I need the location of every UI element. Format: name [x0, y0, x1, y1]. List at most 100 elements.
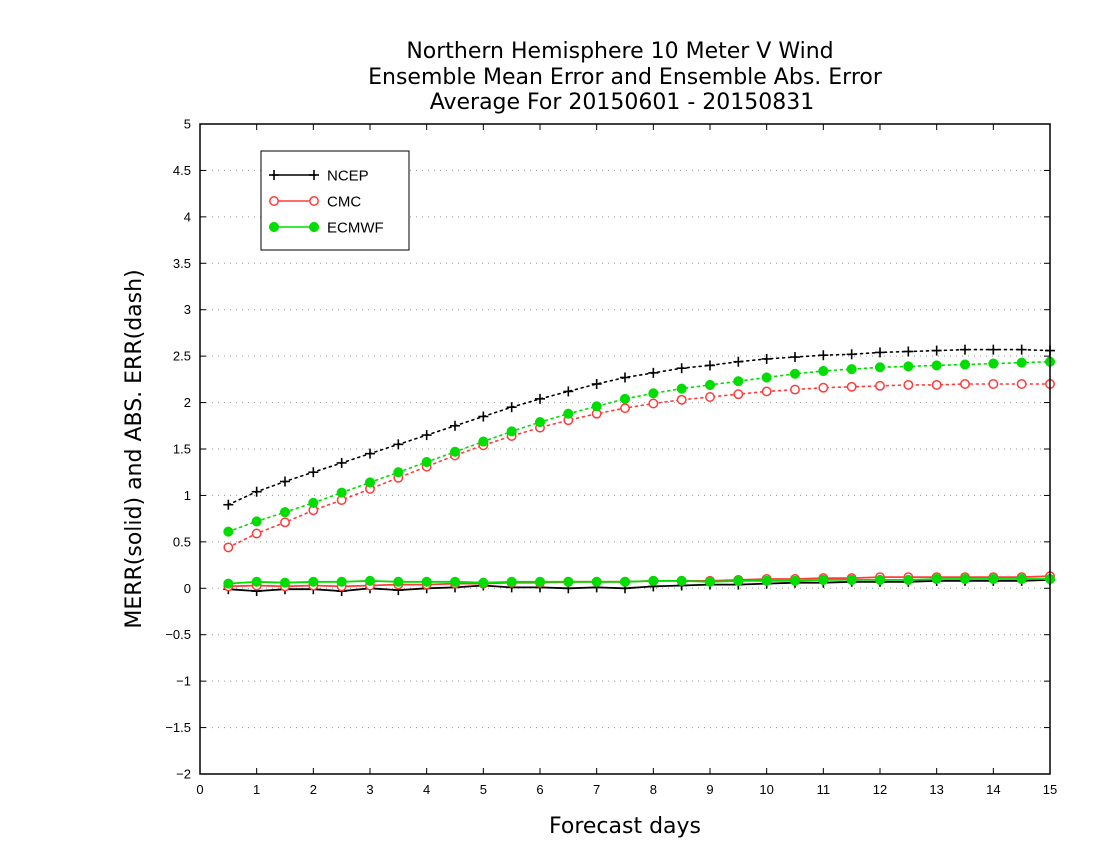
point-ecmwf-abs-err-26: [959, 359, 971, 370]
point-ecmwf-mean-err-13: [591, 576, 602, 587]
point-ncep-abs-err-13: [591, 379, 602, 389]
point-ncep-abs-err-27: [988, 344, 999, 355]
point-ecmwf-mean-err-5: [364, 575, 376, 586]
x-tick-label-9: 9: [706, 782, 713, 797]
point-ecmwf-mean-err-24: [903, 574, 914, 585]
point-ecmwf-mean-err-3: [308, 576, 319, 587]
point-ecmwf-abs-err-20: [789, 368, 801, 379]
point-ecmwf-abs-err-19: [761, 372, 772, 383]
point-ecmwf-abs-err-4: [336, 487, 347, 498]
point-ecmwf-mean-err-10: [506, 576, 517, 587]
point-ecmwf-mean-err-19: [761, 575, 772, 586]
x-tick-label-11: 11: [817, 782, 831, 797]
point-ecmwf-mean-err-16: [676, 575, 687, 586]
point-cmc-abs-err-14: [620, 403, 630, 414]
point-ecmwf-mean-err-26: [959, 573, 971, 585]
point-ecmwf-mean-err-28: [1016, 573, 1027, 585]
point-ncep-abs-err-16: [676, 363, 687, 374]
point-ncep-abs-err-5: [365, 448, 375, 459]
point-ecmwf-abs-err-3: [308, 497, 319, 508]
legend-marker-end-cmc: [309, 196, 319, 206]
point-cmc-abs-err-22: [846, 381, 857, 392]
point-ncep-abs-err-19: [761, 353, 772, 364]
series-line-cmc-abs-err: [227, 383, 1051, 549]
point-ncep-abs-err-14: [620, 372, 630, 383]
y-tick-label-5: 0.5: [173, 534, 191, 549]
x-tick-label-15: 15: [1043, 782, 1057, 797]
point-ecmwf-abs-err-11: [534, 417, 546, 428]
point-ecmwf-mean-err-22: [846, 574, 857, 585]
point-cmc-abs-err-20: [790, 384, 800, 395]
point-ecmwf-abs-err-21: [818, 365, 829, 377]
point-ncep-abs-err-23: [875, 347, 885, 358]
y-tick-label-7: 1.5: [173, 442, 191, 457]
series: [223, 344, 1056, 597]
point-ncep-abs-err-8: [450, 420, 460, 431]
point-ecmwf-abs-err-7: [421, 456, 432, 468]
x-tick-label-10: 10: [759, 782, 773, 797]
chart-title: Northern Hemisphere 10 Meter V Wind Ense…: [368, 39, 883, 115]
y-tick-label-13: 4.5: [173, 163, 191, 178]
point-ncep-abs-err-28: [1016, 344, 1027, 355]
x-axis-ticks: 0 1 2 3 4 5 6 7 8 9 10 11 12 13 14 15: [196, 124, 1057, 797]
point-ncep-abs-err-20: [790, 352, 800, 363]
point-ncep-abs-err-3: [308, 467, 319, 478]
point-ncep-abs-err-22: [846, 349, 857, 360]
point-ecmwf-mean-err-17: [704, 576, 716, 587]
point-ncep-abs-err-25: [931, 345, 942, 356]
point-ecmwf-abs-err-5: [364, 477, 376, 488]
point-ncep-abs-err-6: [393, 439, 404, 450]
title-line-3: Average For 20150601 - 20150831: [430, 90, 815, 115]
x-tick-label-14: 14: [986, 782, 1000, 797]
y-axis-label: MERR(solid) and ABS. ERR(dash): [122, 269, 147, 628]
legend-marker-start-ncep: [269, 170, 279, 180]
y-tick-label-10: 3: [184, 302, 191, 317]
point-ecmwf-mean-err-27: [988, 573, 999, 585]
legend-label-cmc: CMC: [327, 194, 361, 211]
x-tick-label-13: 13: [929, 782, 943, 797]
point-cmc-abs-err-28: [1016, 379, 1027, 389]
series-line-ncep-abs-err: [227, 348, 1051, 506]
point-ncep-abs-err-18: [733, 356, 744, 367]
point-ecmwf-abs-err-0: [223, 526, 234, 537]
point-cmc-abs-err-1: [251, 528, 262, 539]
grid: [200, 169, 1050, 729]
point-ecmwf-abs-err-8: [449, 446, 461, 457]
x-tick-label-3: 3: [366, 782, 373, 797]
point-ecmwf-mean-err-15: [648, 575, 659, 586]
point-ncep-abs-err-17: [705, 360, 715, 371]
point-cmc-abs-err-27: [988, 379, 999, 389]
point-cmc-abs-err-2: [280, 517, 290, 528]
x-tick-label-12: 12: [873, 782, 887, 797]
point-ecmwf-mean-err-2: [279, 577, 291, 588]
y-tick-label-6: 1: [184, 488, 191, 503]
x-tick-label-6: 6: [536, 782, 543, 797]
legend: NCEP CMC ECMWF: [260, 150, 410, 251]
point-ecmwf-mean-err-20: [789, 575, 801, 586]
point-ncep-abs-err-2: [280, 476, 290, 487]
y-tick-label-1: −1.5: [165, 720, 191, 735]
point-ncep-abs-err-21: [818, 350, 829, 361]
point-ecmwf-mean-err-18: [733, 575, 744, 586]
point-ncep-abs-err-7: [421, 430, 432, 441]
point-ecmwf-mean-err-14: [619, 576, 631, 587]
x-tick-label-7: 7: [593, 782, 600, 797]
point-ncep-abs-err-12: [563, 386, 574, 397]
legend-marker-start-ecmwf: [268, 221, 280, 233]
y-tick-label-14: 5: [184, 117, 191, 132]
point-ncep-abs-err-10: [506, 402, 517, 413]
point-cmc-abs-err-18: [733, 389, 744, 400]
point-ecmwf-abs-err-16: [676, 383, 687, 394]
point-cmc-abs-err-23: [875, 380, 885, 391]
title-line-2: Ensemble Mean Error and Ensemble Abs. Er…: [368, 65, 883, 90]
y-tick-label-3: −0.5: [165, 627, 191, 642]
y-tick-label-9: 2.5: [173, 349, 191, 364]
point-cmc-abs-err-15: [648, 398, 659, 409]
point-cmc-abs-err-19: [761, 386, 772, 397]
point-ncep-abs-err-24: [903, 346, 914, 357]
y-tick-label-11: 3.5: [173, 256, 191, 271]
point-ecmwf-abs-err-9: [478, 436, 489, 447]
y-axis-ticks: −2 −1.5 −1 −0.5 0 0.5 1 1.5 2 2.5 3 3.5 4 4.5 5: [165, 117, 1050, 782]
legend-label-ncep: NCEP: [327, 168, 369, 185]
point-ecmwf-abs-err-28: [1016, 357, 1027, 368]
